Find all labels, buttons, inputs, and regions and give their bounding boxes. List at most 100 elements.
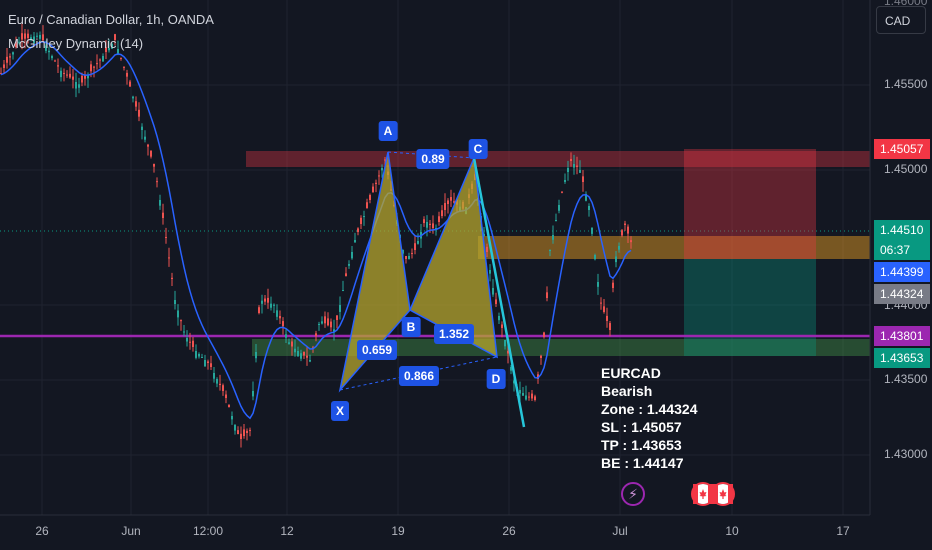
candle-body — [168, 257, 170, 259]
time-label: Jun — [121, 524, 141, 538]
candle-body — [582, 176, 584, 182]
candle-body — [288, 342, 290, 344]
symbol-title[interactable]: Euro / Canadian Dollar, 1h, OANDA — [8, 12, 214, 27]
candle-body — [135, 101, 137, 107]
lightning-icon[interactable]: ⚡ — [621, 482, 645, 506]
candle-body — [429, 223, 431, 225]
candle-body — [96, 63, 98, 65]
candle-body — [225, 394, 227, 398]
candle-body — [255, 352, 257, 359]
candle-body — [150, 150, 152, 157]
candle-body — [606, 315, 608, 321]
candle-body — [408, 256, 410, 260]
candle-body — [147, 144, 149, 147]
candle-body — [153, 163, 155, 167]
candle-body — [498, 316, 500, 321]
ratio-bd-label: 1.352 — [433, 324, 475, 344]
candle-body — [621, 230, 623, 236]
candle-body — [240, 433, 242, 439]
candle-body — [618, 246, 620, 250]
candle-body — [126, 72, 128, 77]
signal-be: BE : 1.44147 — [601, 455, 684, 471]
candle-body — [213, 373, 215, 379]
candle-body — [234, 425, 236, 431]
candle-body — [426, 222, 428, 228]
candle-body — [441, 210, 443, 216]
candle-body — [321, 321, 323, 324]
signal-zone: Zone : 1.44324 — [601, 401, 698, 417]
candle-body — [543, 332, 545, 337]
tp-price-tag: 1.43653 — [874, 348, 930, 368]
candle-body — [42, 34, 44, 41]
candle-body — [366, 202, 368, 208]
candle-body — [120, 57, 122, 59]
candle-body — [54, 60, 56, 62]
candle-body — [297, 351, 299, 357]
candle-body — [309, 360, 311, 362]
last-price-tag: 1.44510 06:37 — [874, 220, 930, 260]
candle-body — [558, 205, 560, 211]
candle-body — [249, 429, 251, 431]
entry-zone — [478, 236, 870, 259]
candle-body — [594, 255, 596, 260]
candle-body — [30, 37, 32, 40]
zone-price-tag: 1.44324 — [874, 284, 930, 304]
candle-body — [192, 340, 194, 347]
candle-body — [435, 228, 437, 230]
candle-body — [591, 228, 593, 234]
currency-button[interactable]: CAD — [876, 6, 926, 34]
candle-body — [261, 300, 263, 304]
candle-body — [33, 36, 35, 44]
candle-body — [159, 200, 161, 206]
candle-body — [411, 252, 413, 254]
time-label: 12:00 — [192, 524, 224, 538]
candle-body — [486, 246, 488, 252]
signal-sl: SL : 1.45057 — [601, 419, 682, 435]
candle-body — [48, 50, 50, 53]
candle-body — [510, 367, 512, 371]
candle-body — [522, 393, 524, 396]
candle-body — [72, 76, 74, 80]
candle-body — [141, 126, 143, 131]
last-price-value: 1.44510 — [880, 223, 924, 237]
point-d-label: D — [486, 369, 506, 389]
be-price-tag: 1.44399 — [874, 262, 930, 282]
candle-body — [573, 164, 575, 168]
candle-body — [612, 282, 614, 288]
candle-body — [453, 201, 455, 203]
pivot-price-tag: 1.43801 — [874, 326, 930, 346]
sl-price-tag: 1.45057 — [874, 139, 930, 159]
candle-body — [57, 65, 59, 67]
candle-body — [513, 380, 515, 384]
ratio-xb-label: 0.659 — [356, 340, 398, 360]
candle-body — [489, 270, 491, 274]
candle-body — [51, 56, 53, 59]
candle-body — [129, 81, 131, 87]
candle-body — [27, 33, 29, 38]
candle-body — [36, 35, 38, 37]
candle-body — [39, 35, 41, 39]
candle-body — [198, 354, 200, 357]
candle-body — [93, 66, 95, 68]
candle-body — [18, 41, 20, 43]
candle-body — [162, 212, 164, 218]
candle-body — [354, 240, 356, 243]
candle-body — [66, 74, 68, 76]
indicator-legend[interactable]: McGinley Dynamic (14) — [8, 36, 144, 51]
candle-body — [327, 318, 329, 326]
sl-zone — [246, 151, 870, 167]
price-label: 1.45000 — [884, 162, 928, 176]
canada-flag-icon[interactable] — [711, 482, 735, 506]
time-label: 26 — [35, 524, 49, 538]
candle-body — [69, 73, 71, 78]
candle-body — [117, 49, 119, 54]
candle-body — [351, 252, 353, 259]
candle-body — [171, 277, 173, 279]
candle-body — [246, 430, 248, 433]
time-label: 17 — [836, 524, 850, 538]
candle-body — [216, 379, 218, 384]
candle-body — [303, 351, 305, 356]
candle-body — [45, 45, 47, 51]
candle-body — [219, 383, 221, 385]
